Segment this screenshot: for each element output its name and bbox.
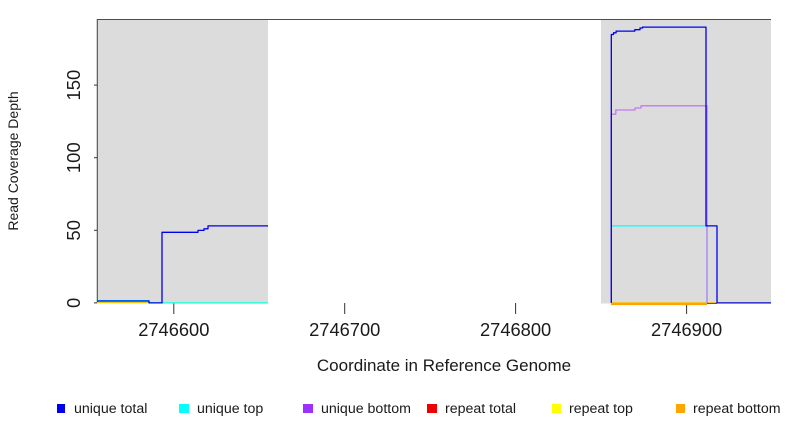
svg-text:2746600: 2746600 bbox=[138, 319, 209, 340]
svg-text:Read Coverage Depth: Read Coverage Depth bbox=[5, 91, 21, 230]
svg-text:0: 0 bbox=[63, 298, 84, 308]
svg-text:repeat top: repeat top bbox=[569, 401, 633, 417]
svg-text:2746700: 2746700 bbox=[309, 319, 380, 340]
svg-text:unique total: unique total bbox=[74, 401, 147, 417]
svg-text:50: 50 bbox=[63, 220, 84, 241]
svg-text:2746900: 2746900 bbox=[651, 319, 722, 340]
svg-text:repeat bottom: repeat bottom bbox=[693, 401, 781, 417]
svg-text:repeat total: repeat total bbox=[445, 401, 516, 417]
svg-text:unique top: unique top bbox=[197, 401, 263, 417]
svg-text:2746800: 2746800 bbox=[480, 319, 551, 340]
svg-text:100: 100 bbox=[63, 142, 84, 173]
svg-text:Coordinate in Reference Genome: Coordinate in Reference Genome bbox=[317, 356, 571, 375]
svg-text:150: 150 bbox=[63, 70, 84, 101]
svg-text:unique bottom: unique bottom bbox=[321, 401, 411, 417]
